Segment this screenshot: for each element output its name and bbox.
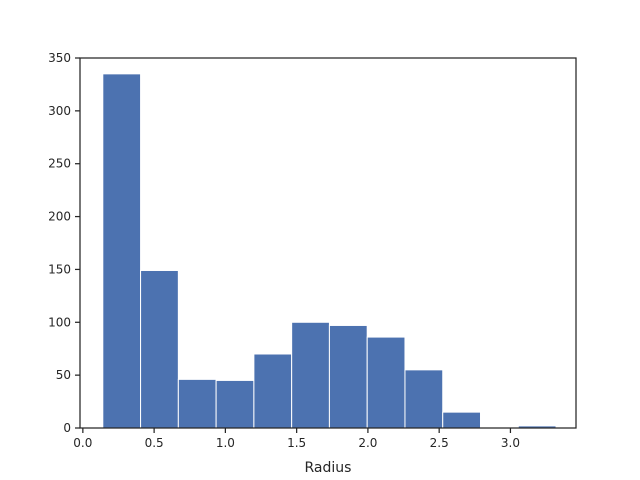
- x-axis: 0.0 0.5 1.0 1.5 2.0 2.5 3.0: [73, 428, 520, 450]
- y-tick-label: 50: [56, 368, 71, 382]
- x-tick-label: 0.0: [73, 436, 92, 450]
- x-tick-label: 2.5: [430, 436, 449, 450]
- histogram-bar: [291, 321, 330, 429]
- y-tick-label: 150: [48, 262, 71, 276]
- x-tick-label: 2.0: [358, 436, 377, 450]
- histogram-bar: [366, 336, 406, 429]
- histogram-bar: [215, 379, 255, 429]
- histogram-bar: [404, 369, 444, 429]
- x-tick-label: 1.0: [216, 436, 235, 450]
- y-tick-label: 300: [48, 104, 71, 118]
- y-tick-label: 200: [48, 210, 71, 224]
- histogram-bars: [102, 73, 557, 429]
- y-tick-label: 250: [48, 157, 71, 171]
- histogram-bar: [442, 411, 482, 429]
- histogram-bar: [328, 324, 368, 429]
- y-tick-label: 100: [48, 315, 71, 329]
- x-axis-title: Radius: [305, 460, 352, 476]
- histogram-bar: [140, 269, 179, 429]
- histogram-bar: [253, 353, 293, 429]
- x-tick-label: 3.0: [501, 436, 520, 450]
- plot-frame: [79, 57, 577, 429]
- y-tick-label: 350: [48, 51, 71, 65]
- histogram-bar: [177, 378, 217, 429]
- x-tick-label: 0.5: [145, 436, 164, 450]
- histogram-bar: [102, 73, 142, 429]
- x-tick-label: 1.5: [287, 436, 306, 450]
- y-tick-label: 0: [63, 421, 71, 435]
- y-axis: 0 50 100 150 200 250 300 350: [48, 51, 80, 435]
